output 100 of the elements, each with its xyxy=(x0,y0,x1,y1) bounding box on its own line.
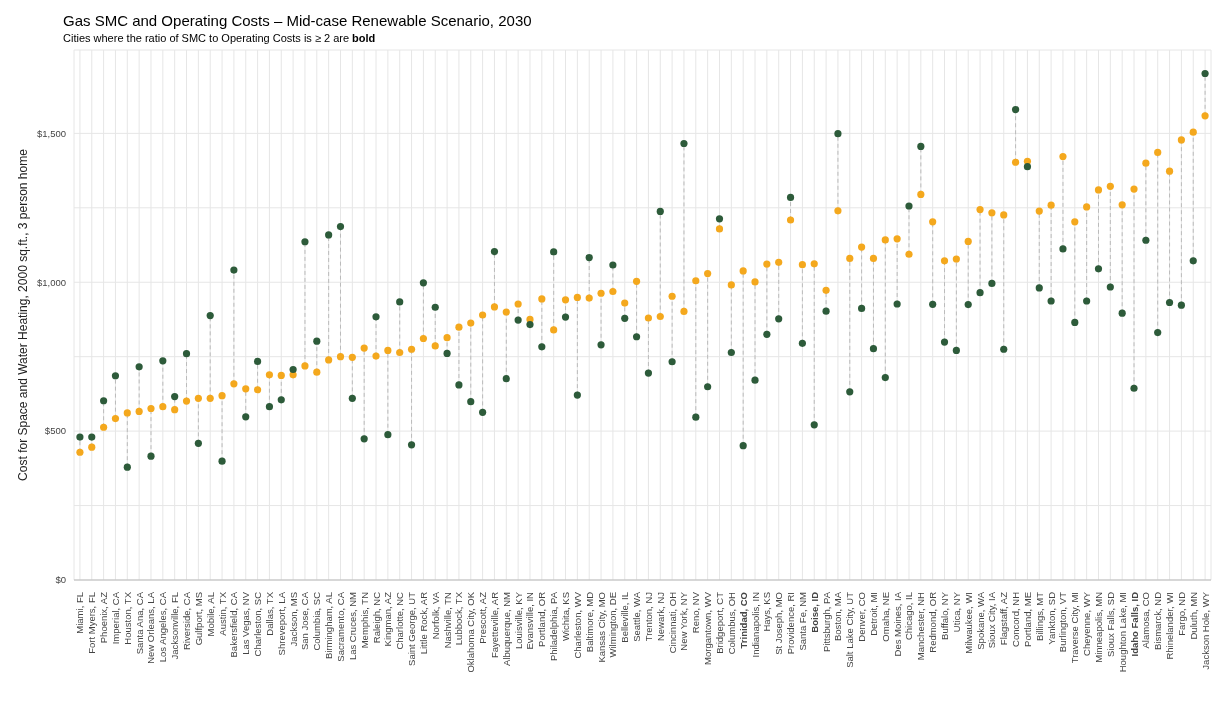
x-tick-label: Flagstaff, AZ xyxy=(998,591,1010,646)
x-tick-label: Fort Myers, FL xyxy=(86,592,98,654)
x-tick-label: Sioux Falls, SD xyxy=(1104,591,1116,657)
x-tick-label: Santa Fe, NM xyxy=(796,591,808,651)
x-tick-label: Charleston, WV xyxy=(571,591,583,659)
x-tick-label: Jackson, MS xyxy=(287,592,299,647)
x-tick-label: Phoenix, AZ xyxy=(98,591,110,644)
x-tick-label: Shreveport, LA xyxy=(275,591,287,656)
x-tick-label: Louisville, KY xyxy=(512,591,524,650)
x-tick-label: Kingman, AZ xyxy=(382,591,394,647)
x-tick-label: Gulfport, MS xyxy=(192,592,204,646)
y-tick-label: $0 xyxy=(55,574,66,586)
x-tick-label: Albuquerque, NM xyxy=(500,591,512,666)
x-tick-label: San Jose, CA xyxy=(299,591,311,651)
x-tick-label: Billings, MT xyxy=(1033,591,1045,642)
x-tick-label: Manchester, NH xyxy=(915,591,927,661)
x-tick-label: Sacramento, CA xyxy=(334,591,346,662)
x-tick-label: Traverse City, MI xyxy=(1069,592,1081,664)
x-tick-label: Bakersfield, CA xyxy=(228,591,240,658)
x-tick-label: Mobile, AL xyxy=(204,592,216,637)
x-tick-label: Pittsburgh, PA xyxy=(820,591,832,653)
x-tick-label: Utica, NY xyxy=(950,591,962,633)
x-tick-label: New York, NY xyxy=(678,591,690,651)
x-tick-label: Imperial, CA xyxy=(109,591,121,645)
x-tick-label: Idaho Falls, ID xyxy=(1128,591,1140,657)
x-tick-label: Little Rock, AR xyxy=(417,591,429,655)
x-tick-label: Newark, NJ xyxy=(654,591,666,642)
x-tick-label: Bridgeport, CT xyxy=(713,591,725,654)
x-tick-label: Boise, ID xyxy=(808,591,820,633)
x-tick-label: Sioux City, IA xyxy=(986,591,998,649)
x-tick-label: Trenton, NJ xyxy=(642,591,654,642)
x-tick-label: Yankton, SD xyxy=(1045,591,1057,645)
y-tick-label: $500 xyxy=(44,425,66,437)
x-tick-label: Nashville, TN xyxy=(441,591,453,649)
x-tick-label: Dallas, TX xyxy=(263,591,275,636)
x-tick-label: Raleigh, NC xyxy=(370,591,382,644)
x-tick-label: Fayetteville, AR xyxy=(488,591,500,658)
x-tick-label: Wichita, KS xyxy=(560,592,572,642)
x-tick-label: Rhinelander, WI xyxy=(1164,592,1176,660)
x-tick-label: Boston, MA xyxy=(832,591,844,642)
x-tick-label: Prescott, AZ xyxy=(477,591,489,644)
x-tick-label: Austin, TX xyxy=(216,591,228,636)
x-tick-label: Oklahoma City, OK xyxy=(465,591,477,673)
x-tick-label: Providence, RI xyxy=(785,592,797,655)
x-tick-label: Alamosa, CO xyxy=(1140,592,1152,649)
x-tick-label: Saint George, UT xyxy=(406,591,418,666)
x-tick-label: Miami, FL xyxy=(74,592,86,634)
x-tick-label: Redmond, OR xyxy=(927,591,939,653)
x-tick-label: Riverside, CA xyxy=(181,591,193,651)
y-tick-label: $1,000 xyxy=(36,276,66,288)
x-tick-label: Las Vegas, NV xyxy=(240,591,252,655)
x-tick-label: Indianapolis, IN xyxy=(749,591,761,658)
x-tick-label: Fargo, ND xyxy=(1175,591,1187,636)
x-tick-label: Spokane, WA xyxy=(974,591,986,650)
x-tick-label: Las Cruces, NM xyxy=(346,591,358,661)
x-tick-label: Belleville, IL xyxy=(619,592,631,643)
x-tick-label: Hays, KS xyxy=(761,592,773,632)
x-tick-label: Los Angeles, CA xyxy=(157,591,169,663)
y-axis-title: Cost for Space and Water Heating, 2000 sq.ft., 3 person home xyxy=(16,148,31,481)
x-tick-label: Trinidad, CO xyxy=(737,592,749,649)
x-tick-label: Memphis, TN xyxy=(358,591,370,649)
x-tick-label: Houghton Lake, MI xyxy=(1116,592,1128,673)
x-tick-label: Milwaukee, WI xyxy=(962,592,974,654)
x-tick-label: Cheyenne, WY xyxy=(1081,591,1093,656)
x-tick-label: Portland, OR xyxy=(536,591,548,647)
x-tick-label: Norfolk, VA xyxy=(429,591,441,640)
x-tick-label: Seattle, WA xyxy=(631,591,643,642)
x-tick-label: Baltimore, MD xyxy=(583,591,595,653)
x-tick-label: Charlotte, NC xyxy=(394,591,406,650)
x-tick-label: Concord, NH xyxy=(1010,591,1022,647)
x-tick-label: Santa Ana, CA xyxy=(133,591,145,655)
x-tick-label: Wilmington, DE xyxy=(607,592,619,658)
x-tick-label: Denver, CO xyxy=(856,592,868,642)
x-tick-label: Chicago, IL xyxy=(903,592,915,641)
x-tick-label: Salt Lake City, UT xyxy=(844,591,856,668)
x-tick-label: St Joseph, MO xyxy=(773,592,785,655)
x-tick-label: Des Moines, IA xyxy=(891,591,903,657)
x-tick-label: Cincinnati, OH xyxy=(666,591,678,654)
x-tick-label: Burlington, VT xyxy=(1057,591,1069,653)
x-tick-label: Omaha, NE xyxy=(879,592,891,642)
x-tick-label: Houston, TX xyxy=(121,591,133,645)
x-tick-label: Jacksonville, FL xyxy=(169,592,181,660)
x-tick-label: Bismarck, ND xyxy=(1152,591,1164,651)
x-tick-label: Kansas City, MO xyxy=(595,592,607,663)
chart-title: Gas SMC and Operating Costs – Mid-case Renewable Scenario, 2030 xyxy=(63,12,532,29)
x-tick-label: Birmingham, AL xyxy=(323,592,335,660)
chart-subtitle: Cities where the ratio of SMC to Operating Costs is ≥ 2 are bold xyxy=(63,32,377,44)
x-tick-label: Minneapolis, MN xyxy=(1092,591,1104,663)
x-tick-label: Jackson Hole, WY xyxy=(1199,591,1211,670)
x-tick-label: Lubbock, TX xyxy=(453,591,465,646)
x-tick-label: Columbus, OH xyxy=(725,591,737,655)
y-tick-label: $1,500 xyxy=(36,127,66,139)
x-tick-label: Columbia, SC xyxy=(311,591,323,651)
x-tick-label: Philadelphia, PA xyxy=(548,591,560,662)
x-tick-label: Charleston, SC xyxy=(252,591,264,657)
x-tick-label: Reno, NV xyxy=(690,591,702,634)
x-tick-label: Morgantown, WV xyxy=(702,591,714,665)
x-tick-label: Detroit, MI xyxy=(867,592,879,636)
x-tick-label: Portland, ME xyxy=(1021,592,1033,647)
x-tick-label: New Orleans, LA xyxy=(145,591,157,664)
